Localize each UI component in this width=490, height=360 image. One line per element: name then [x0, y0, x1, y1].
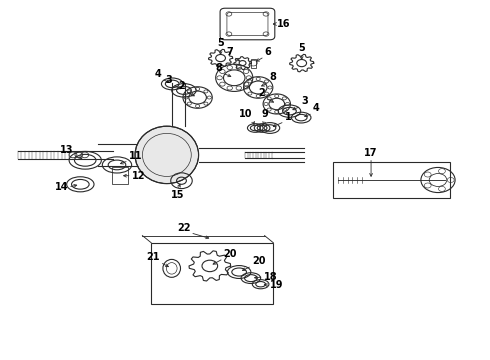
Text: 14: 14	[54, 182, 68, 192]
Bar	[151, 243, 273, 304]
Text: 19: 19	[270, 280, 284, 291]
Text: 16: 16	[277, 19, 290, 29]
Text: 22: 22	[177, 223, 190, 233]
Text: 17: 17	[364, 148, 378, 158]
Bar	[251, 59, 256, 68]
Text: 5: 5	[298, 43, 305, 53]
Text: 5: 5	[217, 38, 224, 48]
Text: 12: 12	[132, 171, 145, 181]
Text: 18: 18	[264, 272, 277, 282]
Text: 7: 7	[226, 47, 233, 57]
Text: 8: 8	[216, 63, 222, 73]
Bar	[112, 167, 128, 184]
Text: 1: 1	[285, 112, 292, 122]
Text: 8: 8	[270, 72, 276, 82]
Text: 11: 11	[129, 150, 142, 161]
Ellipse shape	[136, 127, 198, 183]
Bar	[333, 162, 450, 198]
Text: 15: 15	[171, 190, 184, 200]
Text: 2: 2	[258, 87, 265, 98]
Text: 13: 13	[59, 145, 73, 155]
Text: 3: 3	[166, 75, 172, 85]
Text: 3: 3	[301, 96, 308, 106]
Text: 20: 20	[223, 249, 237, 258]
Text: 10: 10	[239, 109, 252, 120]
Text: 4: 4	[313, 103, 319, 113]
Text: 2: 2	[178, 81, 185, 91]
Text: 9: 9	[262, 109, 269, 120]
Text: 4: 4	[155, 69, 161, 79]
Text: 21: 21	[147, 252, 160, 262]
Text: 20: 20	[252, 256, 266, 266]
Text: 6: 6	[265, 47, 271, 57]
